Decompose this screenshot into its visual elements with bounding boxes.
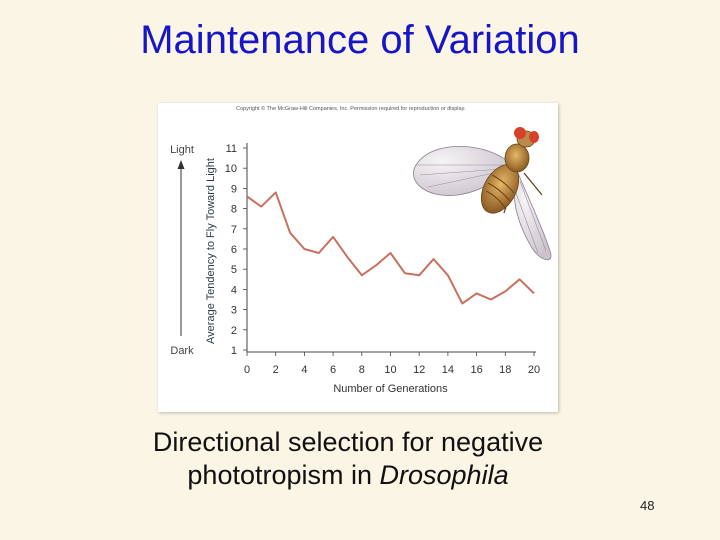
- y-tick-label: 8: [231, 204, 237, 216]
- y-tick-label: 9: [231, 183, 237, 195]
- fly-eye-right: [529, 131, 539, 143]
- x-tick-label: 4: [301, 364, 307, 376]
- x-tick-label: 0: [244, 364, 250, 376]
- x-tick-label: 10: [384, 364, 396, 376]
- fly-thorax: [504, 143, 530, 173]
- y-scale-bottom-label: Dark: [170, 345, 194, 357]
- chart-figure: 1 2 3 4 5 6 7 8 9 10 11 0 2 4 6 8 10 12 14 16 18 20 Number of…: [158, 103, 558, 412]
- y-tick-label: 1: [231, 345, 237, 357]
- caption-line-2: phototropism in Drosophila: [108, 459, 588, 492]
- y-scale-top-label: Light: [170, 144, 194, 156]
- y-tick-label: 3: [231, 305, 237, 317]
- x-tick-label: 12: [413, 364, 425, 376]
- y-axis-label: Average Tendency to Fly Toward Light: [205, 158, 217, 344]
- y-tick-label: 10: [225, 163, 237, 175]
- x-tick-label: 16: [470, 364, 482, 376]
- x-axis-label: Number of Generations: [333, 383, 448, 395]
- x-tick-label: 6: [330, 364, 336, 376]
- caption-line-2-prefix: phototropism in: [187, 460, 380, 490]
- copyright-notice: Copyright © The McGraw-Hill Companies, I…: [236, 106, 466, 112]
- y-tick-label: 5: [231, 264, 237, 276]
- series-line: [246, 191, 535, 305]
- caption-line-1: Directional selection for negative: [152, 427, 544, 457]
- x-tick-label: 14: [442, 364, 454, 376]
- caption-species: Drosophila: [379, 460, 509, 490]
- y-tick-label: 7: [231, 224, 237, 236]
- light-dark-arrow-head: [177, 160, 185, 169]
- x-tick-label: 2: [273, 364, 279, 376]
- y-tick-label: 2: [231, 325, 237, 337]
- slide-number: 48: [640, 498, 655, 513]
- fruit-fly-illustration: [413, 127, 552, 261]
- x-tick-label: 8: [359, 364, 365, 376]
- slide-caption: Directional selection for negative photo…: [108, 426, 588, 492]
- x-tick-label: 20: [528, 364, 540, 376]
- y-tick-label: 6: [231, 244, 237, 256]
- fly-eye-left: [514, 127, 526, 139]
- y-tick-label: 4: [231, 284, 237, 296]
- y-tick-label: 11: [226, 143, 237, 155]
- x-tick-label: 18: [499, 364, 511, 376]
- slide-title: Maintenance of Variation: [140, 18, 580, 62]
- fly-wing-right: [513, 171, 552, 261]
